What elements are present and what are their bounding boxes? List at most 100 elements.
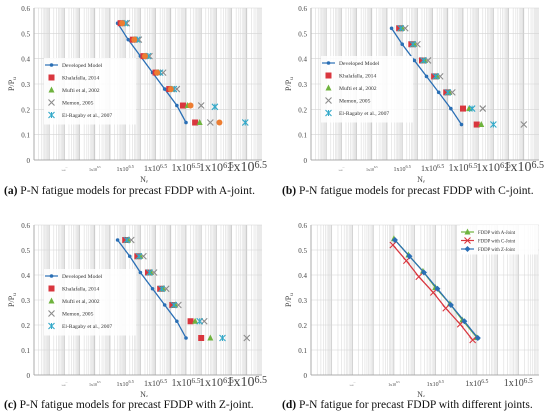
xtick-label-c-sup: 6.5 — [66, 382, 68, 384]
ytick-label-b: 0.1 — [298, 132, 307, 140]
data-point-a-1-6 — [192, 119, 199, 126]
data-point-c-4-0 — [123, 236, 131, 244]
legend-item-b-1: Khalafalla, 2014 — [325, 72, 376, 80]
legend-item-c-1: Khalafalla, 2014 — [48, 285, 99, 293]
legend-swatch-b-1 — [325, 72, 332, 79]
legend-swatch-b-0 — [326, 61, 331, 65]
data-point-a-5-6 — [216, 119, 223, 126]
xtick-label-b: 1x106.5 — [394, 164, 411, 173]
data-point-c-4-5 — [196, 317, 204, 325]
xtick-label-a-sup: 6.5 — [129, 164, 134, 169]
data-point-b-1-6 — [473, 121, 480, 128]
xtick-label-c: 1x106.5 — [89, 380, 101, 387]
legend-swatch-a-2 — [48, 86, 55, 93]
xtick-label-a: 1x106.5 — [199, 160, 234, 174]
legend-label-d-1: FDDP with C-Joint — [478, 240, 516, 245]
xtick-label-d-base: 1x10 — [350, 385, 354, 387]
xtick-label-b: 1x106.5 — [449, 162, 478, 174]
legend-b: Developed Model Khalafalla, 2014 Mufti et … — [321, 56, 413, 123]
data-point-d-1-1 — [402, 257, 410, 265]
xtick-label-d: 1x106.5 — [427, 379, 444, 388]
legend-item-a-2: Mufti et al, 2002 — [48, 86, 100, 94]
data-point-c-0-1 — [127, 254, 132, 259]
caption-d: (d) P-N fatigue for precast FDDP with di… — [282, 399, 533, 411]
xtick-label-b-base: 1x10 — [503, 160, 531, 175]
legend-label-d-2: FDDP with Z-Joint — [478, 248, 516, 253]
data-point-b-1-0 — [396, 25, 403, 32]
ytick-label-c: 0.4 — [21, 272, 30, 280]
legend-item-d-0: FDDP with A-Joint — [461, 228, 516, 236]
x-axis-title-d-sub: f — [423, 394, 425, 397]
caption-a-letter: (a) — [4, 185, 18, 197]
xtick-label-a-sup: 6.5 — [254, 160, 267, 171]
legend-item-b-4: El-Ragaby et al., 2007 — [325, 109, 389, 117]
xtick-label-c-sup: 6.5 — [192, 377, 201, 385]
ytick-label-d: 0.5 — [298, 247, 307, 255]
xtick-label-b-sup: 6.5 — [469, 162, 478, 170]
legend-bg-a — [44, 58, 136, 125]
xtick-label-a: 1x106.5 — [144, 164, 167, 173]
data-point-b-3-6 — [520, 121, 528, 128]
legend-label-a-4: El-Ragaby et al., 2007 — [62, 113, 112, 119]
xtick-label-a: 1x106.5 — [62, 167, 68, 172]
xtick-label-a-base: 1x10 — [144, 164, 160, 173]
ytick-label-b: 0.6 — [298, 5, 307, 13]
ytick-label-d: 0.1 — [298, 347, 307, 355]
xtick-label-a-base: 1x10 — [172, 163, 192, 174]
xtick-label-b: 1x106.5 — [366, 165, 378, 172]
data-point-b-4-5 — [468, 105, 476, 112]
xtick-label-d: 1x106.5 — [388, 380, 400, 387]
data-point-a-0-4 — [162, 87, 167, 91]
data-point-b-0-1 — [400, 42, 404, 47]
legend-label-c-3: Memon, 2005 — [62, 312, 94, 318]
data-point-c-0-0 — [115, 238, 120, 242]
data-point-c-4-4 — [170, 301, 178, 309]
x-axis-title-b: Nf — [417, 175, 425, 183]
chart-panel-a: 0 0.1 0.2 0.3 0.4 0.5 0.6 1x106.5 1x106.5 1x106.5… — [0, 0, 273, 183]
caption-d-letter: (d) — [282, 399, 297, 411]
xtick-label-a-sup: 6.5 — [66, 167, 68, 169]
legend-label-a-2: Mufti et al, 2002 — [62, 87, 100, 94]
data-point-a-5-0 — [119, 20, 126, 27]
legend-swatch-d-1 — [464, 237, 471, 244]
data-point-a-5-1 — [131, 36, 138, 43]
x-axis-title-a: Nf — [140, 175, 148, 183]
data-point-c-0-3 — [150, 286, 155, 291]
chart-panel-c: 0 0.1 0.2 0.3 0.4 0.5 0.6 1x106.5 1x106.5 1x106.5… — [0, 207, 273, 397]
x-axis-title-c-sub: f — [146, 394, 148, 397]
caption-b: (b) P-N fatigue models for precast FDDP … — [282, 185, 534, 197]
legend-swatch-c-1 — [48, 285, 55, 292]
legend-item-c-4: El-Ragaby et al., 2007 — [48, 322, 112, 330]
xtick-label-d-base: 1x10 — [504, 378, 524, 389]
legend-item-c-3: Memon, 2005 — [48, 310, 94, 318]
legend-swatch-a-0 — [49, 63, 54, 67]
data-point-a-2-6 — [196, 119, 203, 126]
data-point-d-1-5 — [456, 320, 464, 328]
legend-item-d-2: FDDP with Z-Joint — [461, 246, 516, 253]
data-point-b-0-4 — [436, 90, 441, 95]
xtick-label-b-base: 1x10 — [394, 167, 406, 173]
y-axis-title-base-d: P/P — [284, 295, 293, 307]
legend-item-b-2: Mufti et al, 2002 — [325, 84, 377, 92]
data-point-b-4-1 — [409, 40, 417, 48]
xtick-label-d: 1x106.5 — [350, 382, 356, 387]
legend-label-b-3: Memon, 2005 — [339, 99, 371, 105]
data-point-c-4-2 — [146, 269, 153, 276]
ytick-label-c: 0.2 — [21, 322, 30, 330]
xtick-label-b: 1x106.5 — [339, 167, 345, 172]
xtick-label-c-sup: 6.5 — [129, 379, 134, 384]
x-axis-title-c: Nf — [140, 390, 148, 397]
data-point-a-4-6 — [241, 119, 249, 126]
legend-swatch-c-4 — [48, 322, 55, 330]
caption-d-text: P-N fatigue for precast FDDP with differ… — [296, 399, 533, 411]
data-point-a-4-5 — [211, 103, 219, 111]
ytick-label-b: 0.5 — [298, 30, 307, 38]
series-a-5 — [119, 20, 223, 126]
legend-label-b-0: Developed Model — [339, 61, 380, 67]
data-point-a-3-3 — [159, 69, 167, 76]
xtick-label-c-base: 1x10 — [226, 375, 254, 390]
legend-swatch-d-2 — [464, 246, 471, 252]
data-point-c-4-3 — [158, 285, 166, 293]
xtick-label-a: 1x106.5 — [117, 164, 134, 173]
